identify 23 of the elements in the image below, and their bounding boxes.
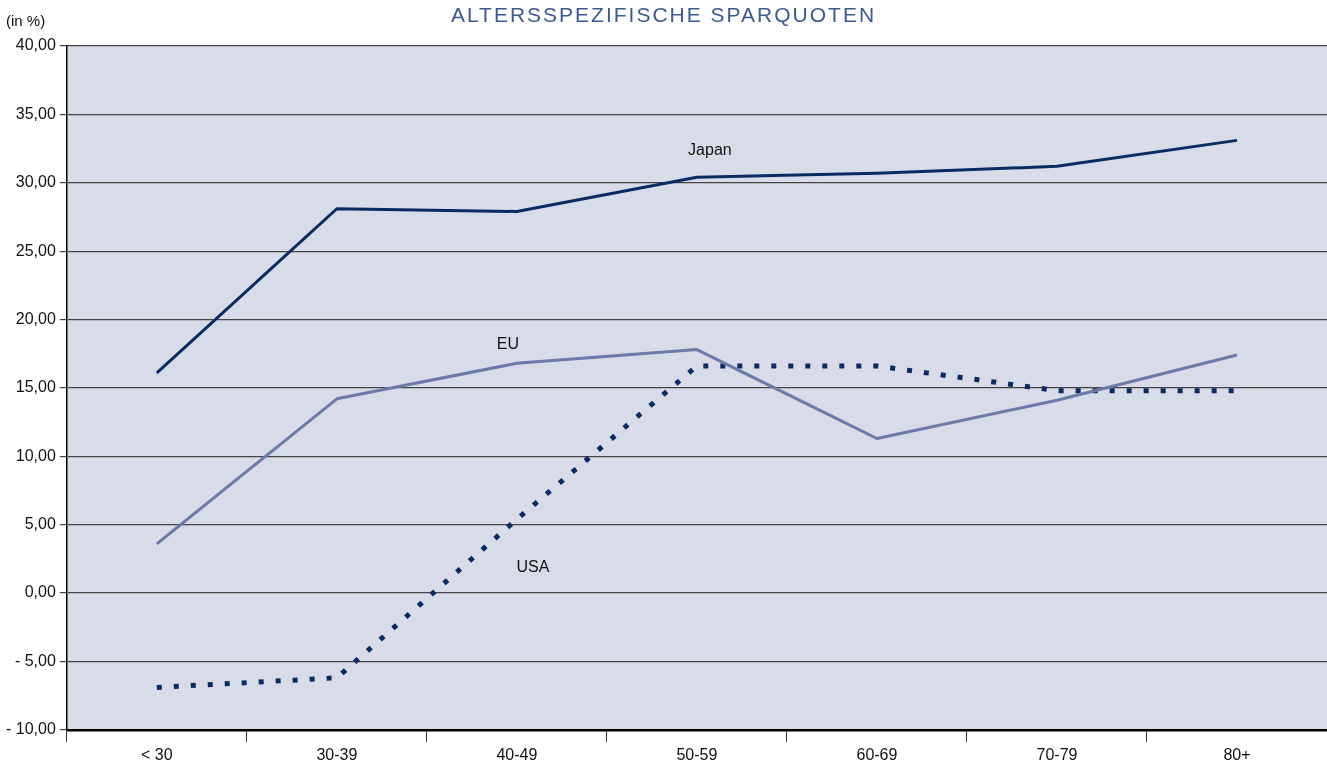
chart-title: ALTERSSPEZIFISCHE SPARQUOTEN	[450, 3, 877, 26]
x-tick-label: 40-49	[496, 745, 538, 763]
x-tick-label: 70-79	[1036, 745, 1078, 763]
series-label: EU	[496, 334, 519, 352]
y-tick-label: - 10,00	[6, 720, 56, 738]
x-tick-label: 80+	[1223, 745, 1251, 763]
series-label: Japan	[688, 140, 732, 158]
y-tick-label: 25,00	[15, 241, 56, 259]
y-tick-label: 20,00	[15, 309, 56, 327]
y-tick-label: - 5,00	[14, 651, 56, 669]
y-tick-label: 15,00	[15, 378, 56, 396]
x-tick-label: 50-59	[676, 745, 718, 763]
x-tick-label: < 30	[141, 745, 173, 763]
series-label: USA	[516, 557, 550, 575]
y-tick-label: 30,00	[15, 173, 56, 191]
y-tick-label: 10,00	[15, 446, 56, 464]
y-tick-label: 0,00	[24, 583, 56, 601]
y-axis-title: (in %)	[6, 12, 46, 30]
x-tick-label: 30-39	[316, 745, 358, 763]
y-tick-label: 5,00	[24, 515, 56, 533]
y-tick-label: 40,00	[15, 36, 56, 54]
y-tick-label: 35,00	[15, 104, 56, 122]
x-tick-label: 60-69	[856, 745, 898, 763]
